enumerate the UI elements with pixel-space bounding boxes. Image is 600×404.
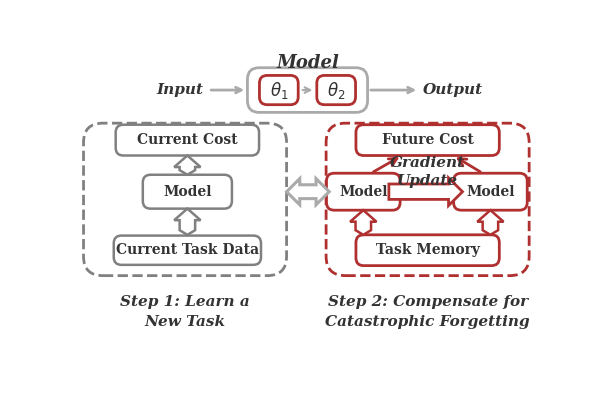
FancyBboxPatch shape	[143, 175, 232, 208]
Text: Step 2: Compensate for
Catastrophic Forgetting: Step 2: Compensate for Catastrophic Forg…	[325, 295, 530, 328]
Text: Future Cost: Future Cost	[382, 133, 473, 147]
FancyBboxPatch shape	[259, 76, 298, 105]
FancyBboxPatch shape	[83, 123, 287, 276]
Polygon shape	[174, 156, 200, 175]
FancyBboxPatch shape	[116, 125, 259, 156]
Polygon shape	[477, 210, 503, 235]
Text: Model: Model	[339, 185, 388, 199]
Text: Update: Update	[397, 174, 458, 188]
FancyBboxPatch shape	[454, 173, 527, 210]
Text: Task Memory: Task Memory	[376, 243, 479, 257]
Text: Output: Output	[423, 83, 483, 97]
Text: $\theta_2$: $\theta_2$	[327, 80, 346, 101]
Text: Model: Model	[276, 54, 339, 72]
Text: Step 1: Learn a
New Task: Step 1: Learn a New Task	[120, 295, 250, 328]
Text: Current Task Data: Current Task Data	[116, 243, 259, 257]
FancyBboxPatch shape	[247, 68, 368, 112]
Text: Gradient: Gradient	[390, 156, 465, 170]
Text: Current Cost: Current Cost	[137, 133, 238, 147]
FancyBboxPatch shape	[114, 236, 261, 265]
Text: Model: Model	[466, 185, 515, 199]
Polygon shape	[287, 179, 329, 205]
FancyBboxPatch shape	[326, 173, 400, 210]
FancyBboxPatch shape	[317, 76, 356, 105]
FancyBboxPatch shape	[356, 125, 499, 156]
Polygon shape	[350, 210, 376, 235]
Polygon shape	[174, 208, 200, 235]
Polygon shape	[389, 178, 463, 206]
FancyBboxPatch shape	[356, 235, 499, 265]
FancyBboxPatch shape	[326, 123, 529, 276]
Text: Input: Input	[156, 83, 203, 97]
Text: Model: Model	[163, 185, 212, 199]
Text: $\theta_1$: $\theta_1$	[269, 80, 288, 101]
